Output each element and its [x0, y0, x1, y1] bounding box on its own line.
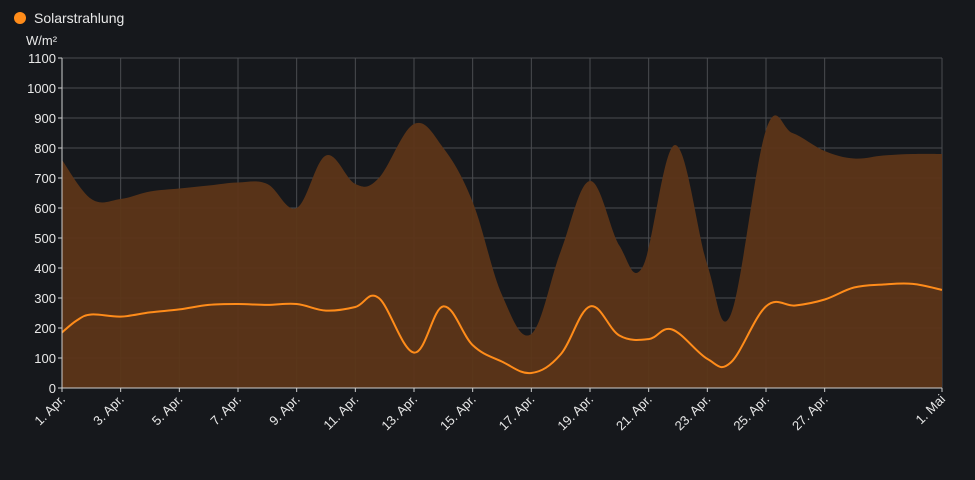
y-tick-label-200: 200	[34, 321, 56, 336]
y-tick-label-700: 700	[34, 171, 56, 186]
y-tick-label-0: 0	[49, 381, 56, 396]
x-tick-labels: 1. Apr. 3. Apr. 5. Apr. 7. Apr. 9. Apr. 11. A…	[31, 391, 948, 433]
x-tick-label-11: 11. Apr.	[320, 392, 361, 433]
x-tick-label-31: 1. Mai	[912, 391, 948, 427]
x-tick-label-19: 19. Apr.	[554, 392, 596, 434]
x-tick-label-15: 15. Apr.	[437, 392, 479, 434]
x-tick-label-9: 9. Apr.	[266, 392, 303, 429]
y-axis-unit-label: W/m²	[26, 33, 58, 48]
chart-line-layer	[61, 282, 943, 375]
y-tick-label-500: 500	[34, 231, 56, 246]
max-radiation-area	[62, 115, 942, 388]
chart-area-layer	[62, 115, 942, 388]
y-tick-label-1100: 1100	[28, 51, 56, 66]
mean-radiation-line	[61, 282, 943, 375]
x-tick-label-27: 27. Apr.	[789, 392, 831, 434]
y-tick-label-800: 800	[34, 141, 56, 156]
legend-label: Solarstrahlung	[34, 10, 125, 26]
x-tick-label-13: 13. Apr.	[378, 392, 420, 434]
x-tick-label-5: 5. Apr.	[149, 392, 186, 429]
y-tick-labels: 0 100 200 300 400 500 600 700 800 900 1000 1100	[27, 51, 56, 396]
chart-axes	[58, 57, 943, 392]
y-tick-label-100: 100	[34, 351, 56, 366]
y-tick-label-1000: 1000	[27, 81, 56, 96]
x-tick-label-23: 23. Apr.	[672, 392, 714, 434]
legend[interactable]: Solarstrahlung	[14, 10, 124, 26]
x-tick-label-21: 21. Apr.	[613, 392, 655, 434]
x-tick-label-25: 25. Apr.	[730, 392, 772, 434]
y-tick-label-300: 300	[34, 291, 56, 306]
x-tick-label-17: 17. Apr.	[496, 392, 538, 434]
x-tick-label-1: 1. Apr.	[31, 392, 68, 429]
y-tick-label-900: 900	[34, 111, 56, 126]
legend-dot-icon	[14, 12, 26, 24]
y-tick-label-600: 600	[34, 201, 56, 216]
x-tick-label-7: 7. Apr.	[207, 392, 244, 429]
x-tick-label-3: 3. Apr.	[90, 392, 127, 429]
y-tick-label-400: 400	[34, 261, 56, 276]
